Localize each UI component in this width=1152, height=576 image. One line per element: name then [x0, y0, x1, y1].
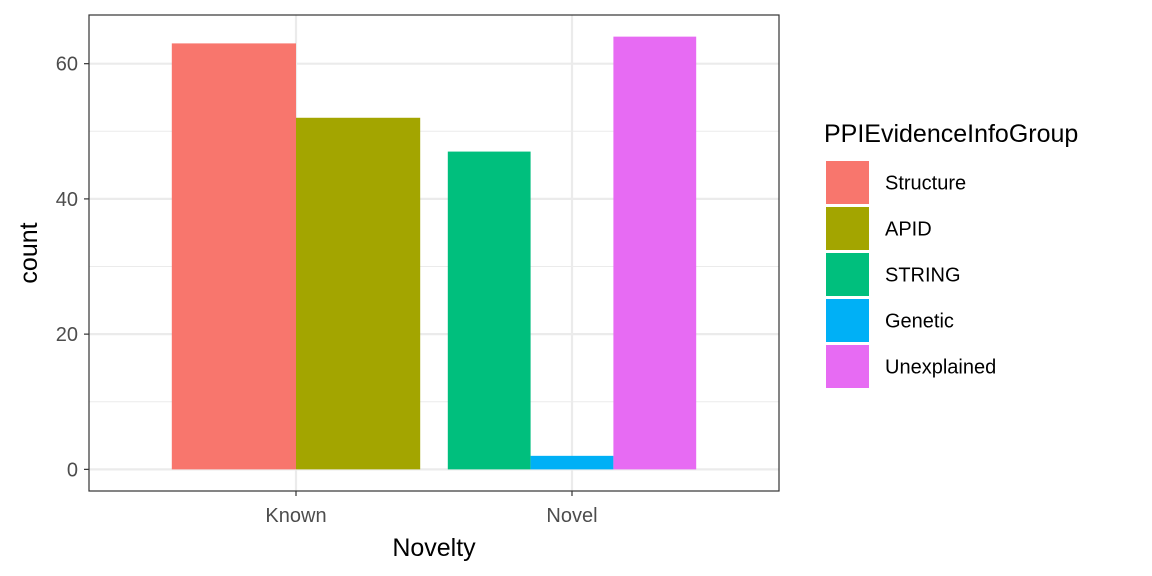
legend-key-apid — [826, 207, 869, 250]
legend-title: PPIEvidenceInfoGroup — [824, 120, 1078, 148]
y-tick-label: 60 — [56, 54, 78, 76]
x-axis-title: Novelty — [392, 534, 476, 562]
legend-key-genetic — [826, 299, 869, 342]
legend-label-string: STRING — [885, 265, 961, 287]
bars — [171, 36, 697, 470]
bar-structure-known — [171, 43, 296, 470]
bar-genetic-novel — [530, 455, 614, 470]
bar-string-novel — [447, 151, 531, 470]
panel-border — [88, 14, 780, 492]
bar-unexplained-novel — [613, 36, 697, 470]
x-tick-label: Novel — [546, 505, 597, 527]
legend: PPIEvidenceInfoGroup Structure APID STRING… — [824, 120, 1078, 388]
y-axis-ticks: 0 20 40 60 — [56, 54, 89, 481]
legend-label-genetic: Genetic — [885, 311, 954, 333]
bar-apid-known — [296, 117, 421, 470]
y-tick-label: 40 — [56, 189, 78, 211]
x-tick-label: Known — [265, 505, 326, 527]
y-axis-title: count — [15, 222, 43, 283]
y-tick-label: 20 — [56, 324, 78, 346]
x-axis-ticks: Known Novel — [265, 491, 598, 527]
legend-label-apid: APID — [885, 219, 932, 241]
legend-label-unexplained: Unexplained — [885, 357, 996, 379]
legend-key-unexplained — [826, 345, 869, 388]
legend-key-string — [826, 253, 869, 296]
legend-label-structure: Structure — [885, 173, 966, 195]
y-tick-label: 0 — [67, 459, 78, 481]
legend-key-structure — [826, 161, 869, 204]
